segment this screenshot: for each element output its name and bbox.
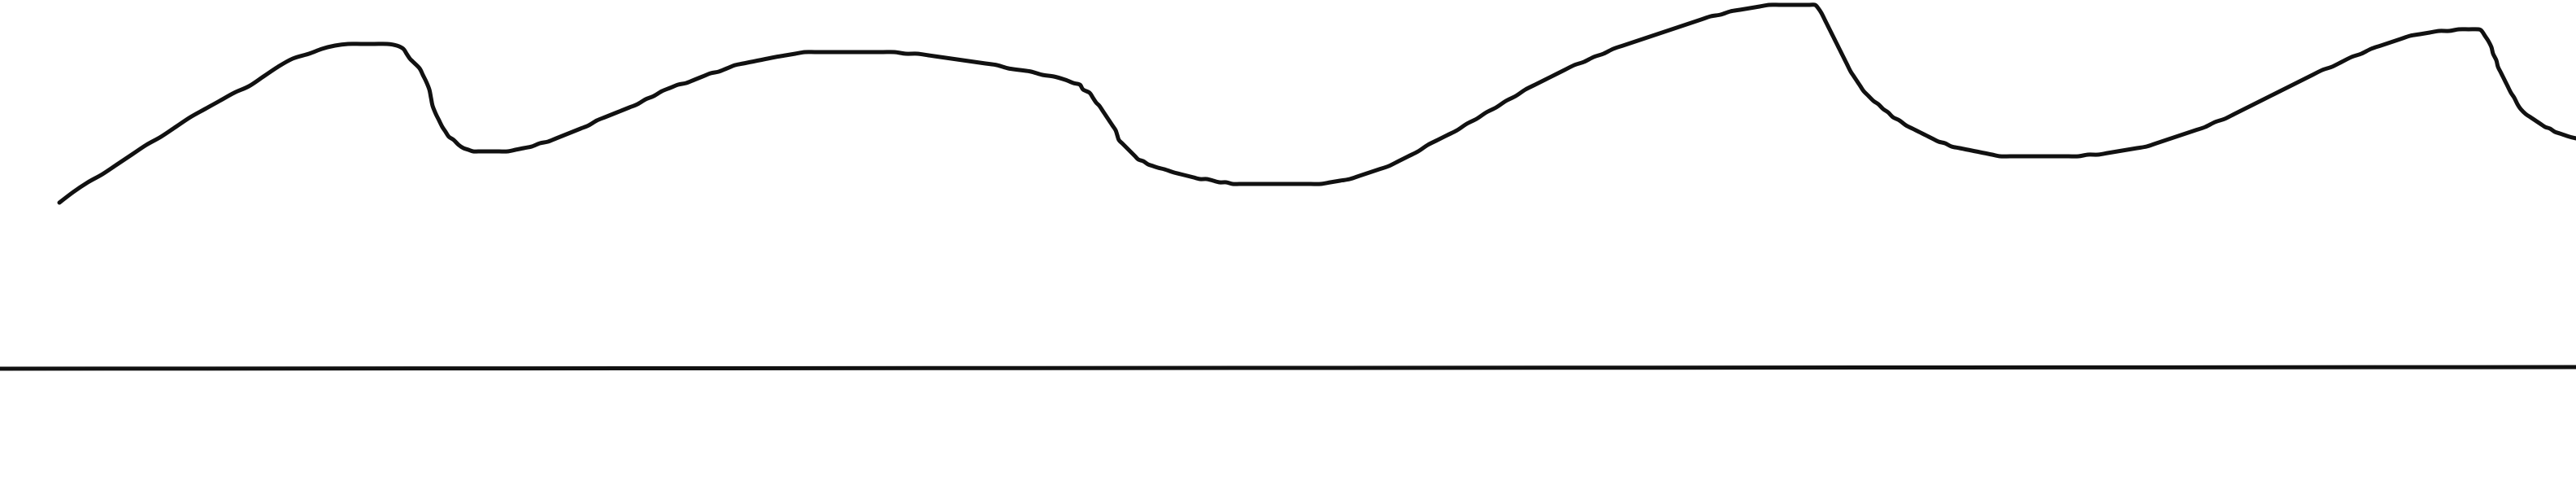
wavy-curve-stroke	[57, 2, 2576, 205]
baseline-line	[0, 365, 2576, 371]
